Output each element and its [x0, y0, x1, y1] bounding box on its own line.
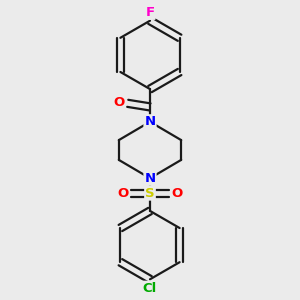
Text: Cl: Cl — [143, 282, 157, 295]
Text: O: O — [114, 96, 125, 109]
Text: N: N — [144, 115, 156, 128]
Text: O: O — [118, 187, 129, 200]
Text: F: F — [146, 6, 154, 19]
Text: N: N — [144, 172, 156, 185]
Text: S: S — [145, 187, 155, 200]
Text: O: O — [171, 187, 182, 200]
